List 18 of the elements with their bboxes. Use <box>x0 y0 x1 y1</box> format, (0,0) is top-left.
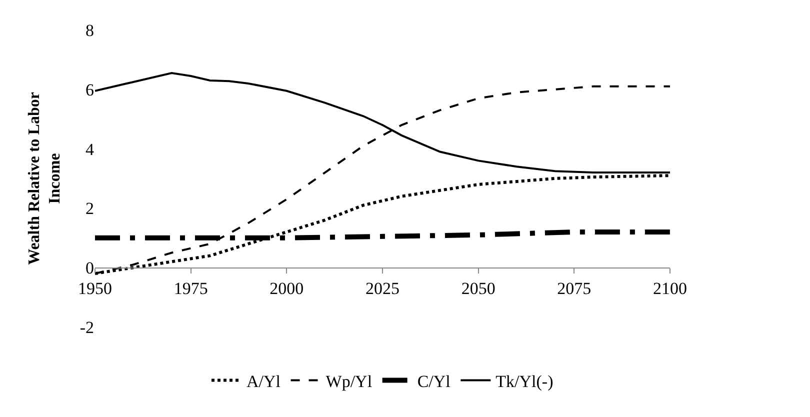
x-tick-label: 2050 <box>461 279 496 298</box>
y-tick-label: 8 <box>86 20 94 40</box>
y-tick-label: 0 <box>86 258 94 278</box>
x-tick-label: 1975 <box>174 279 208 298</box>
x-tick-label: 2000 <box>270 279 304 298</box>
y-tick-label: 2 <box>86 199 94 218</box>
y-tick-label: 4 <box>86 140 94 159</box>
legend-label: A/Yl <box>246 372 281 391</box>
x-tick-label: 2075 <box>557 279 592 298</box>
legend-label: Wp/Yl <box>326 372 372 391</box>
x-tick-label: 2100 <box>653 279 687 298</box>
y-axis-title: Wealth Relative to Labor Income <box>26 92 64 265</box>
y-tick-label: -2 <box>80 318 94 337</box>
legend-label: Tk/Yl(-) <box>496 372 554 391</box>
x-tick-label: 1950 <box>78 279 112 298</box>
legend-label: C/Yl <box>417 372 451 391</box>
x-tick-label: 2025 <box>366 279 400 298</box>
y-tick-label: 6 <box>86 80 94 100</box>
